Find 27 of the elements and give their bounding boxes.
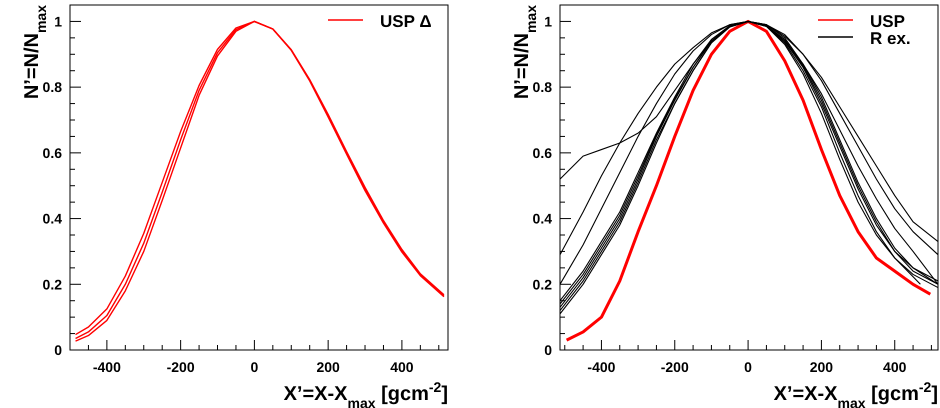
y-tick-label: 0 [544, 342, 552, 358]
x-tick-label: -200 [660, 359, 689, 375]
x-axis-title: X’=X-X$_{max}$ [gcm$^{-2}$] [774, 379, 938, 408]
y-tick-label: 0.6 [532, 144, 552, 161]
x-tick-label: 200 [316, 359, 340, 375]
y-tick-label: 0.8 [42, 79, 62, 96]
legend-label: R ex. [870, 29, 911, 48]
legend-label: USP [870, 12, 905, 31]
legend-label: USP Δ [380, 12, 432, 31]
x-tick-label: 0 [744, 359, 752, 375]
y-tick-label: 1 [54, 13, 62, 30]
y-tick-label: 1 [544, 13, 552, 30]
x-axis-title: X’=X-X$_{max}$ [gcm$^{-2}$] [284, 379, 448, 408]
y-tick-label: 0.6 [42, 144, 62, 161]
y-tick-label: 0.4 [42, 210, 62, 227]
x-tick-label: 400 [883, 359, 907, 375]
y-tick-label: 0 [54, 342, 62, 358]
y-tick-label: 0.4 [532, 210, 552, 227]
x-tick-label: -400 [587, 359, 616, 375]
x-tick-label: -200 [166, 359, 195, 375]
x-tick-label: 200 [810, 359, 834, 375]
y-tick-label: 0.2 [532, 276, 552, 292]
x-tick-label: -400 [92, 359, 122, 375]
y-tick-label: 0.8 [532, 79, 552, 96]
x-tick-label: 400 [390, 359, 414, 375]
y-tick-label: 0.2 [42, 276, 62, 292]
x-tick-label: 0 [250, 359, 258, 375]
